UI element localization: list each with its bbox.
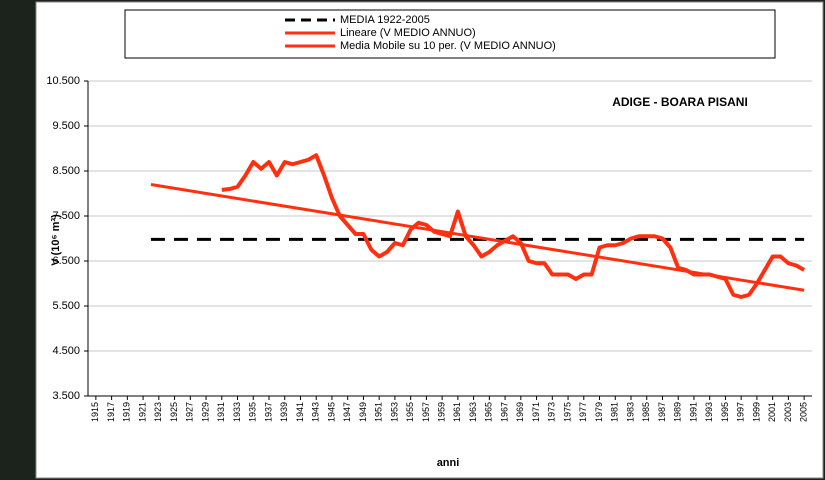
x-tick-label: 1939: [279, 402, 289, 422]
x-tick-label: 1921: [137, 402, 147, 422]
x-tick-label: 1961: [452, 402, 462, 422]
x-tick-label: 1925: [169, 402, 179, 422]
x-tick-label: 1949: [358, 402, 368, 422]
x-tick-label: 1985: [641, 402, 651, 422]
x-tick-label: 2001: [767, 402, 777, 422]
x-tick-label: 1979: [594, 402, 604, 422]
x-tick-label: 1933: [232, 402, 242, 422]
x-tick-label: 1945: [326, 402, 336, 422]
x-tick-label: 1917: [106, 402, 116, 422]
x-tick-label: 1997: [736, 402, 746, 422]
x-tick-label: 1937: [263, 402, 273, 422]
y-tick-label: 5.500: [52, 300, 80, 312]
x-tick-label: 1923: [153, 402, 163, 422]
x-tick-label: 1977: [578, 402, 588, 422]
x-tick-label: 1931: [216, 402, 226, 422]
x-tick-label: 1971: [531, 402, 541, 422]
x-tick-label: 1999: [751, 402, 761, 422]
y-tick-label: 7.500: [52, 210, 80, 222]
x-tick-label: 1989: [673, 402, 683, 422]
x-tick-label: 1957: [421, 402, 431, 422]
x-tick-label: 2003: [783, 402, 793, 422]
x-tick-label: 1919: [122, 402, 132, 422]
legend-label: Media Mobile su 10 per. (V MEDIO ANNUO): [340, 40, 556, 52]
y-tick-label: 4.500: [52, 345, 80, 357]
x-tick-label: 1935: [248, 402, 258, 422]
x-tick-label: 1943: [311, 402, 321, 422]
chart: ADIGE - BOARA PISANI V (10⁶ m³) anni 3.5…: [0, 0, 825, 480]
x-tick-label: 1973: [547, 402, 557, 422]
y-tick-label: 3.500: [52, 390, 80, 402]
x-tick-label: 1915: [90, 402, 100, 422]
y-tick-label: 9.500: [52, 120, 80, 132]
x-tick-label: 1951: [374, 402, 384, 422]
x-tick-label: 1959: [437, 402, 447, 422]
x-tick-label: 1983: [625, 402, 635, 422]
x-tick-label: 1967: [499, 402, 509, 422]
x-tick-label: 1995: [720, 402, 730, 422]
x-axis-label: anni: [437, 457, 460, 469]
x-tick-label: 1975: [562, 402, 572, 422]
x-tick-label: 1993: [704, 402, 714, 422]
x-tick-label: 1969: [515, 402, 525, 422]
x-tick-label: 1929: [200, 402, 210, 422]
x-tick-label: 1991: [688, 402, 698, 422]
x-tick-label: 1947: [342, 402, 352, 422]
annotation: ADIGE - BOARA PISANI: [612, 95, 748, 109]
y-tick-label: 6.500: [52, 255, 80, 267]
x-tick-label: 2005: [799, 402, 809, 422]
y-tick-label: 10.500: [46, 75, 80, 87]
x-tick-label: 1981: [610, 402, 620, 422]
x-tick-label: 1987: [657, 402, 667, 422]
x-tick-label: 1963: [468, 402, 478, 422]
x-tick-label: 1955: [405, 402, 415, 422]
legend-label: MEDIA 1922-2005: [340, 14, 430, 26]
x-tick-label: 1941: [295, 402, 305, 422]
x-tick-label: 1953: [389, 402, 399, 422]
legend-label: Lineare (V MEDIO ANNUO): [340, 27, 476, 39]
y-tick-label: 8.500: [52, 165, 80, 177]
x-tick-label: 1965: [484, 402, 494, 422]
x-tick-label: 1927: [185, 402, 195, 422]
